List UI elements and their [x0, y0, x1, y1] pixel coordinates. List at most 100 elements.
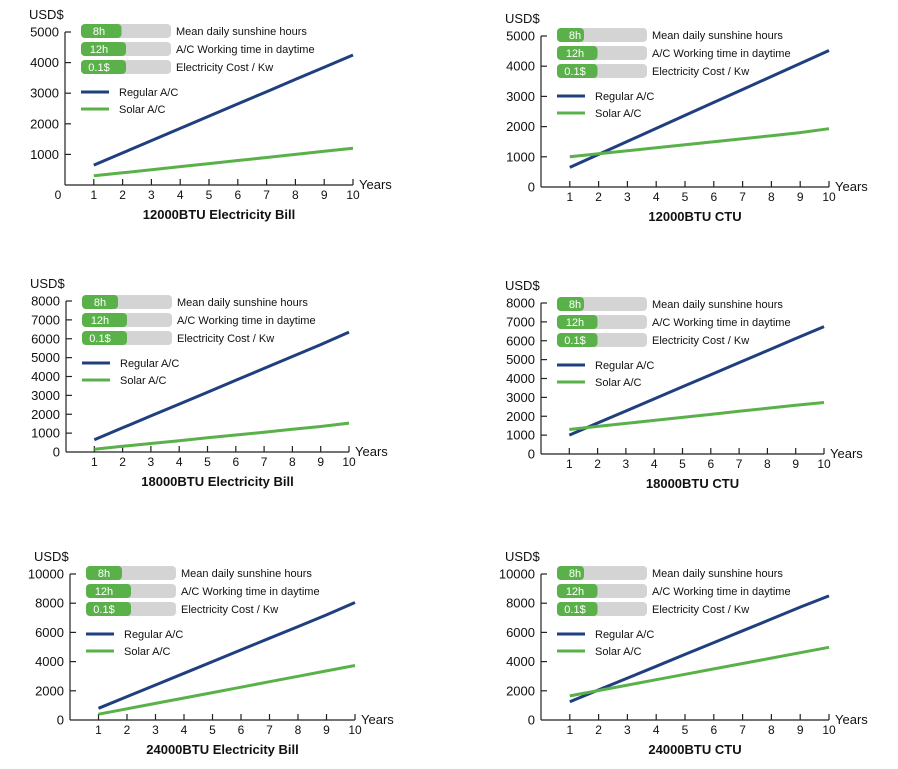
- y-tick-label: 1000: [506, 428, 535, 443]
- y-tick-label: 2000: [506, 683, 535, 698]
- chart-svg: USD$ 1000 2000 3000 4000 5000 0 1 2 3 4 5 6 7 8 9 10Year…: [29, 7, 392, 222]
- chart-svg: USD$ 0 1000 2000 3000 4000 5000 6000 7000 8000 1 2 3…: [505, 278, 863, 491]
- legend-label: Solar A/C: [119, 104, 166, 116]
- series-line-regular-ac: [93, 330, 350, 442]
- x-tick-label: 9: [792, 457, 799, 471]
- param-value: 8h: [94, 297, 106, 309]
- y-tick-label: 2000: [31, 407, 60, 422]
- series-line-solar-ac: [569, 127, 830, 159]
- x-tick-label: 3: [623, 457, 630, 471]
- param-bar-fill: [86, 602, 131, 616]
- x-tick-label: 7: [739, 723, 746, 737]
- param-value: 12h: [566, 48, 584, 60]
- series-line-regular-ac: [569, 594, 830, 704]
- y-tick-label: 2000: [506, 409, 535, 424]
- x-tick-label: 1: [95, 723, 102, 737]
- chart-title: 18000BTU CTU: [646, 476, 739, 491]
- param-label: Electricity Cost / Kw: [181, 604, 278, 616]
- chart-title: 18000BTU Electricity Bill: [141, 474, 293, 489]
- y-tick-label: 10000: [28, 567, 64, 582]
- legend-label: Regular A/C: [595, 360, 654, 372]
- param-label: Mean daily sunshine hours: [652, 30, 783, 42]
- x-tick-label: 2: [595, 190, 602, 204]
- y-tick-label: 6000: [506, 333, 535, 348]
- x-tick-label: 10: [822, 190, 836, 204]
- x-tick-label: 1: [566, 723, 573, 737]
- param-bar-fill: [86, 584, 131, 598]
- x-tick-label: 5: [679, 457, 686, 471]
- x-tick-label: 0: [55, 188, 62, 202]
- x-tick-label: 7: [739, 190, 746, 204]
- x-axis-label: Years: [355, 444, 388, 459]
- x-tick-label: 4: [653, 190, 660, 204]
- x-tick-label: 6: [710, 723, 717, 737]
- series-line-regular-ac: [569, 49, 830, 169]
- y-tick-label: 0: [528, 447, 535, 462]
- param-value: 0.1$: [93, 604, 114, 616]
- x-tick-label: 4: [651, 457, 658, 471]
- y-tick-label: 7000: [31, 312, 60, 327]
- x-tick-label: 9: [321, 188, 328, 202]
- y-tick-label: 5000: [506, 29, 535, 44]
- x-tick-label: 5: [206, 188, 213, 202]
- y-tick-label: 0: [528, 713, 535, 728]
- x-tick-label: 10: [342, 455, 356, 469]
- y-tick-label: 2000: [30, 116, 59, 131]
- param-value: 0.1$: [564, 604, 585, 616]
- y-tick-label: 0: [528, 180, 535, 195]
- y-tick-label: 5000: [30, 25, 59, 40]
- param-bar-fill: [82, 295, 118, 309]
- chart-title: 24000BTU Electricity Bill: [146, 742, 298, 757]
- chart-svg: USD$ 0 1000 2000 3000 4000 5000 6000 7000 8000 1 2 3…: [30, 276, 388, 489]
- param-bar-fill: [557, 315, 598, 329]
- param-label: Electricity Cost / Kw: [652, 604, 749, 616]
- param-bar-fill: [557, 566, 584, 580]
- x-tick-label: 8: [289, 455, 296, 469]
- x-tick-label: 8: [295, 723, 302, 737]
- y-tick-label: 0: [57, 713, 64, 728]
- y-tick-label: 8000: [506, 596, 535, 611]
- x-tick-label: 7: [263, 188, 270, 202]
- x-tick-label: 4: [176, 455, 183, 469]
- x-axis-label: Years: [835, 179, 868, 194]
- param-label: Electricity Cost / Kw: [652, 335, 749, 347]
- y-tick-label: 1000: [30, 147, 59, 162]
- param-label: Electricity Cost / Kw: [177, 333, 274, 345]
- x-tick-label: 2: [119, 188, 126, 202]
- y-tick-label: 5000: [506, 352, 535, 367]
- x-tick-label: 3: [624, 190, 631, 204]
- series-line-solar-ac: [98, 664, 356, 716]
- series-line-solar-ac: [569, 645, 830, 698]
- x-tick-label: 8: [764, 457, 771, 471]
- param-value: 8h: [569, 568, 581, 580]
- y-axis-label: USD$: [34, 549, 69, 564]
- x-tick-label: 9: [323, 723, 330, 737]
- chart-svg: USD$ 0 2000 4000 6000 8000 10000 1 2 3 4 5 6 7 8 9 10Yea…: [28, 549, 394, 757]
- chart-18000btu-ctu: USD$ 0 1000 2000 3000 4000 5000 6000 7000 8000 1 2 3…: [449, 255, 898, 510]
- legend-label: Solar A/C: [120, 375, 167, 387]
- x-tick-label: 7: [736, 457, 743, 471]
- y-tick-label: 4000: [30, 55, 59, 70]
- param-value: 12h: [566, 586, 584, 598]
- chart-title: 12000BTU Electricity Bill: [143, 207, 295, 222]
- legend-label: Regular A/C: [124, 629, 183, 641]
- x-tick-label: 10: [346, 188, 360, 202]
- y-tick-label: 3000: [31, 388, 60, 403]
- x-tick-label: 8: [292, 188, 299, 202]
- param-bar-fill: [82, 313, 127, 327]
- x-axis-label: Years: [361, 712, 394, 727]
- y-tick-label: 8000: [35, 596, 64, 611]
- legend-label: Regular A/C: [595, 629, 654, 641]
- x-tick-label: 4: [653, 723, 660, 737]
- param-value: 0.1$: [564, 66, 585, 78]
- legend-label: Solar A/C: [124, 646, 171, 658]
- chart-svg: USD$ 0 2000 4000 6000 8000 10000 1 2 3 4 5 6 7 8 9 10Yea…: [499, 549, 868, 757]
- y-tick-label: 0: [53, 445, 60, 460]
- param-label: Mean daily sunshine hours: [652, 299, 783, 311]
- x-tick-label: 5: [682, 190, 689, 204]
- x-axis-label: Years: [835, 712, 868, 727]
- param-label: A/C Working time in daytime: [176, 44, 315, 56]
- param-bar-fill: [557, 28, 584, 42]
- y-axis-label: USD$: [29, 7, 64, 22]
- legend-label: Regular A/C: [119, 87, 178, 99]
